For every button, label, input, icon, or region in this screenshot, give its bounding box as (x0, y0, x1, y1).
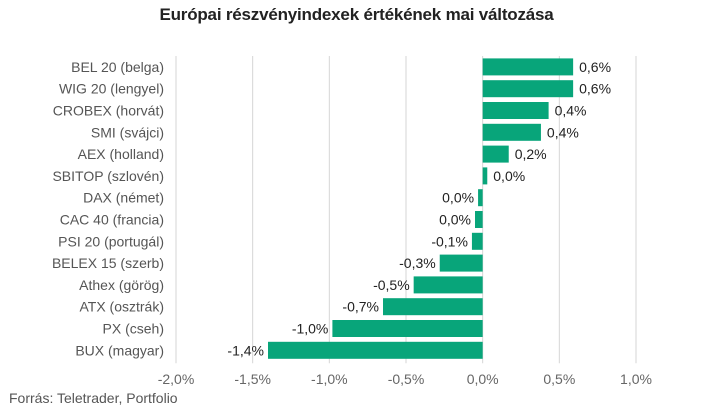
bar (475, 211, 483, 228)
bar (439, 254, 483, 272)
value-label: -0,7% (342, 299, 379, 315)
value-label: 0,6% (579, 81, 611, 97)
bar (482, 80, 574, 98)
x-tick-label: -1,0% (311, 371, 348, 387)
x-tick-label: -1,5% (234, 371, 271, 387)
value-label: -0,1% (431, 233, 468, 249)
bar (482, 58, 574, 76)
category-labels: BEL 20 (belga) WIG 20 (lengyel) CROBEX (ho… (52, 59, 164, 358)
bar (268, 341, 483, 359)
value-labels: 0,6%0,6%0,4%0,4%0,2%0,0%0,0%0,0%-0,1%-0,… (227, 59, 611, 358)
bars (268, 58, 574, 359)
value-label: 0,2% (515, 146, 547, 162)
category-label: CAC 40 (francia) (60, 212, 164, 228)
value-label: 0,6% (579, 59, 611, 75)
category-label: SBITOP (szlovén) (52, 168, 164, 184)
category-label: AEX (holland) (78, 146, 164, 162)
bar (471, 232, 483, 250)
x-tick-label: 0,5% (543, 371, 575, 387)
x-tick-label: -0,5% (388, 371, 425, 387)
x-tick-label: 1,0% (620, 371, 652, 387)
value-label: 0,0% (493, 168, 525, 184)
category-label: SMI (svájci) (91, 124, 164, 140)
category-label: BEL 20 (belga) (71, 59, 164, 75)
value-label: 0,4% (555, 103, 587, 119)
x-tick-label: -2,0% (158, 371, 195, 387)
category-label: WIG 20 (lengyel) (59, 81, 164, 97)
category-label: PX (cseh) (103, 321, 164, 337)
category-label: BUX (magyar) (75, 342, 164, 358)
bar (482, 167, 488, 185)
value-label: -0,5% (373, 277, 410, 293)
bar (478, 189, 483, 207)
value-label: -0,3% (399, 255, 436, 271)
x-tick-label: 0,0% (467, 371, 499, 387)
category-label: BELEX 15 (szerb) (52, 255, 164, 271)
x-axis-ticks: -2,0% -1,5% -1,0% -0,5% 0,0% 0,5% 1,0% (158, 371, 652, 387)
category-label: DAX (német) (83, 190, 164, 206)
value-label: 0,0% (439, 212, 471, 228)
source-note: Forrás: Teletrader, Portfolio (9, 390, 178, 406)
bar (482, 123, 541, 141)
value-label: -1,0% (292, 321, 329, 337)
chart-title: Európai részvényindexek értékének mai vá… (159, 5, 554, 24)
bar (482, 145, 509, 163)
category-label: PSI 20 (portugál) (58, 233, 164, 249)
category-label: CROBEX (horvát) (53, 103, 164, 119)
value-label: -1,4% (227, 342, 264, 358)
category-label: ATX (osztrák) (79, 299, 164, 315)
category-label: Athex (görög) (79, 277, 164, 293)
value-label: 0,4% (547, 124, 579, 140)
value-label: 0,0% (442, 190, 474, 206)
bar (482, 102, 549, 119)
bar (332, 320, 483, 337)
bar (383, 298, 483, 316)
bar (413, 276, 483, 294)
